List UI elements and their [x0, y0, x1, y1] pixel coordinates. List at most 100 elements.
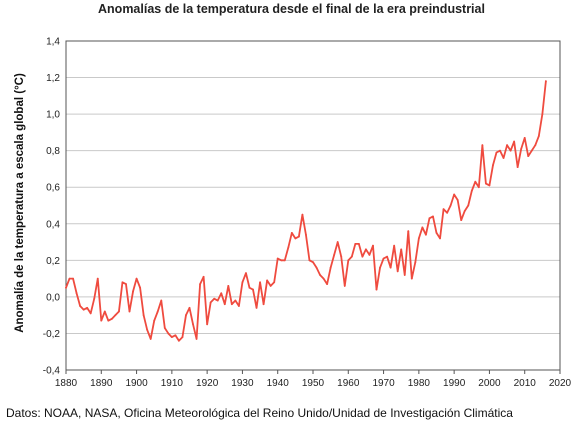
data-point — [350, 255, 353, 258]
data-point — [492, 164, 494, 167]
data-point — [276, 257, 279, 260]
data-point — [428, 217, 431, 220]
data-point — [269, 285, 272, 287]
data-point — [220, 292, 223, 295]
data-point — [68, 277, 71, 280]
data-point — [174, 334, 177, 337]
x-tick-label: 1990 — [443, 378, 466, 389]
data-point — [470, 189, 473, 192]
data-point — [372, 244, 374, 247]
x-tick-label: 1980 — [408, 378, 431, 389]
data-point — [442, 208, 445, 211]
data-point — [305, 233, 307, 236]
data-point — [79, 305, 82, 307]
data-point — [301, 213, 304, 216]
data-point — [389, 266, 392, 269]
data-point — [110, 317, 113, 320]
data-point — [223, 303, 226, 306]
data-point — [206, 323, 209, 326]
x-tick-label: 1920 — [196, 378, 219, 389]
data-point — [417, 237, 420, 240]
data-point — [297, 235, 300, 238]
data-point — [280, 259, 283, 262]
data-point — [485, 182, 487, 185]
data-point — [252, 288, 254, 291]
data-point — [259, 281, 261, 284]
data-point — [89, 312, 92, 315]
data-point — [96, 277, 99, 280]
data-point — [340, 255, 343, 258]
data-point — [132, 290, 134, 293]
data-point — [407, 230, 410, 232]
data-point — [499, 149, 501, 152]
data-point — [167, 332, 170, 335]
data-point — [357, 242, 360, 245]
data-point — [449, 204, 452, 207]
data-point — [375, 288, 378, 291]
data-point — [541, 113, 544, 116]
data-point — [425, 233, 427, 236]
data-point — [315, 266, 318, 269]
data-point — [188, 306, 191, 309]
x-tick-label: 1880 — [55, 378, 78, 389]
y-tick-label: 1,0 — [46, 110, 60, 121]
data-point — [149, 338, 152, 340]
data-point — [121, 281, 124, 284]
data-point — [170, 336, 173, 338]
data-point — [322, 277, 325, 280]
x-axis-ticks: 1880 1890 1900 1910 1920 1930 1940 1950 1960 1970… — [55, 370, 572, 389]
y-tick-label: 0,2 — [46, 256, 60, 267]
data-point — [255, 306, 258, 309]
data-point — [213, 297, 216, 300]
source-note: Datos: NOAA, NASA, Oficina Meteorológica… — [6, 406, 513, 420]
data-point — [527, 155, 530, 158]
y-axis-ticks: -0,4 -0,2 0,0 0,2 0,4 0,6 0,8 1,0 1,2 1,4 — [43, 37, 61, 377]
data-point — [118, 310, 120, 313]
data-point — [379, 266, 381, 269]
data-point — [467, 204, 470, 207]
data-point — [128, 310, 131, 313]
data-point — [333, 253, 336, 256]
data-point — [135, 277, 138, 280]
data-point — [365, 248, 367, 251]
data-point — [326, 283, 329, 285]
x-tick-label: 2020 — [549, 378, 572, 389]
x-tick-label: 2010 — [514, 378, 537, 389]
data-point — [82, 308, 85, 311]
y-tick-label: 0,0 — [46, 292, 60, 303]
data-point — [393, 244, 396, 247]
data-point — [382, 257, 385, 260]
y-tick-label: -0,4 — [43, 366, 61, 377]
data-point — [329, 266, 332, 269]
data-point — [199, 283, 201, 285]
data-point — [354, 242, 357, 245]
data-point — [294, 237, 297, 240]
data-point — [523, 136, 526, 139]
x-tick-label: 1950 — [302, 378, 325, 389]
data-points — [65, 80, 547, 342]
data-point — [100, 319, 103, 322]
data-point — [125, 283, 127, 285]
y-tick-label: 1,2 — [46, 73, 60, 84]
data-point — [386, 255, 388, 258]
data-point — [502, 157, 505, 159]
x-tick-label: 1910 — [161, 378, 184, 389]
data-point — [400, 248, 403, 251]
y-tick-label: 0,6 — [46, 183, 60, 194]
data-point — [396, 270, 399, 273]
data-point — [216, 299, 219, 302]
data-point — [534, 144, 537, 147]
data-point — [516, 166, 519, 169]
data-point — [495, 151, 498, 154]
data-point — [103, 310, 106, 313]
data-point — [336, 241, 339, 243]
data-point — [195, 338, 198, 340]
data-point — [86, 306, 89, 309]
x-tick-label: 2000 — [478, 378, 501, 389]
data-point — [178, 339, 180, 342]
y-tick-label: -0,2 — [43, 329, 61, 340]
data-point — [227, 285, 230, 287]
data-point — [488, 184, 491, 187]
data-point — [474, 180, 477, 183]
